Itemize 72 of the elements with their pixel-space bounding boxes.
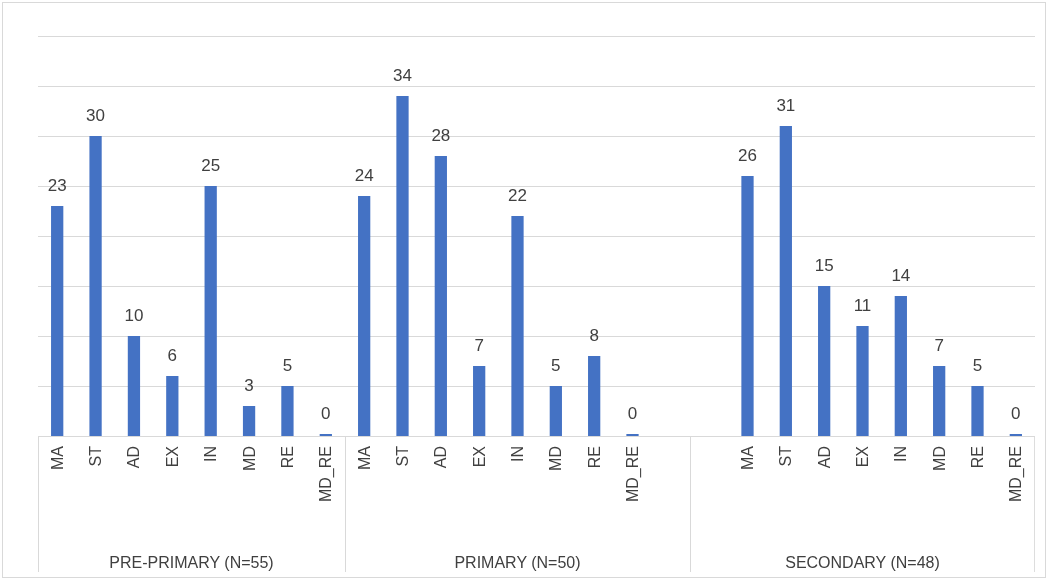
- data-label: 14: [891, 266, 911, 285]
- x-axis-title: PRE-PRIMARY (N=55): [109, 553, 274, 571]
- x-tick-label: RE: [585, 446, 603, 469]
- x-tick-label: EX: [470, 445, 488, 468]
- bar: [51, 206, 64, 436]
- x-tick-label: IN: [202, 446, 220, 462]
- bar: [856, 326, 869, 436]
- x-tick-label: AD: [815, 446, 833, 469]
- bar: [817, 286, 831, 436]
- bar: [281, 386, 294, 436]
- x-tick-label: MD_RE: [317, 446, 336, 503]
- data-label: 7: [474, 336, 484, 355]
- data-label: 7: [934, 336, 944, 355]
- bar: [166, 376, 179, 436]
- data-label: 11: [853, 296, 872, 315]
- data-label: 30: [86, 106, 106, 125]
- x-tick-label: MA: [48, 445, 66, 470]
- data-label: 34: [392, 66, 412, 85]
- bar: [549, 386, 562, 436]
- bar: [971, 386, 984, 436]
- data-label: 23: [47, 176, 67, 195]
- x-tick-label: AD: [125, 446, 143, 469]
- data-label: 5: [972, 356, 983, 375]
- x-tick-label: ST: [87, 445, 105, 467]
- data-label: 26: [737, 146, 757, 165]
- data-label: 25: [201, 156, 221, 175]
- data-label: 8: [589, 326, 599, 345]
- data-label: 0: [627, 404, 637, 423]
- x-tick-label: MA: [355, 445, 373, 470]
- x-tick-label: MD: [547, 446, 565, 471]
- bar: [396, 96, 409, 436]
- x-tick-label: ST: [393, 445, 411, 467]
- bar: [434, 156, 447, 436]
- x-tick-label: EX: [853, 445, 871, 468]
- bar: [894, 296, 907, 436]
- data-label: 5: [550, 356, 561, 375]
- bar: [127, 336, 141, 436]
- x-tick-label: MD: [240, 446, 258, 471]
- x-tick-label: MD_RE: [623, 446, 642, 503]
- x-tick-label: RE: [968, 446, 986, 469]
- data-label: 5: [282, 356, 293, 375]
- x-tick-label: MD_RE: [1007, 446, 1026, 503]
- bar: [204, 186, 217, 436]
- bar: [242, 406, 256, 436]
- x-tick-label: MA: [738, 445, 756, 470]
- data-label: 24: [354, 166, 374, 185]
- data-label: 10: [124, 306, 144, 325]
- x-tick-label: MD: [930, 446, 948, 471]
- data-label: 6: [167, 346, 178, 365]
- x-tick-label: RE: [278, 446, 296, 469]
- data-label: 3: [244, 376, 254, 395]
- bar: [741, 176, 754, 436]
- data-label: 22: [507, 186, 527, 205]
- x-tick-label: ST: [777, 445, 795, 467]
- data-label: 0: [321, 404, 331, 423]
- bar: [511, 216, 524, 436]
- x-axis-title: PRIMARY (N=50): [454, 553, 581, 571]
- data-label: 15: [814, 256, 834, 275]
- x-tick-label: IN: [892, 446, 910, 462]
- bar: [472, 366, 486, 436]
- x-tick-label: AD: [432, 446, 450, 469]
- data-label: 28: [431, 126, 451, 145]
- bar: [89, 136, 102, 436]
- data-label: 31: [776, 96, 796, 115]
- x-tick-label: EX: [163, 445, 181, 468]
- bar: [932, 366, 946, 436]
- x-tick-label: IN: [508, 446, 526, 462]
- x-axis-title: SECONDARY (N=48): [785, 553, 940, 571]
- bar: [587, 356, 601, 436]
- bar: [357, 196, 371, 436]
- bar: [779, 126, 792, 436]
- data-label: 0: [1010, 404, 1021, 423]
